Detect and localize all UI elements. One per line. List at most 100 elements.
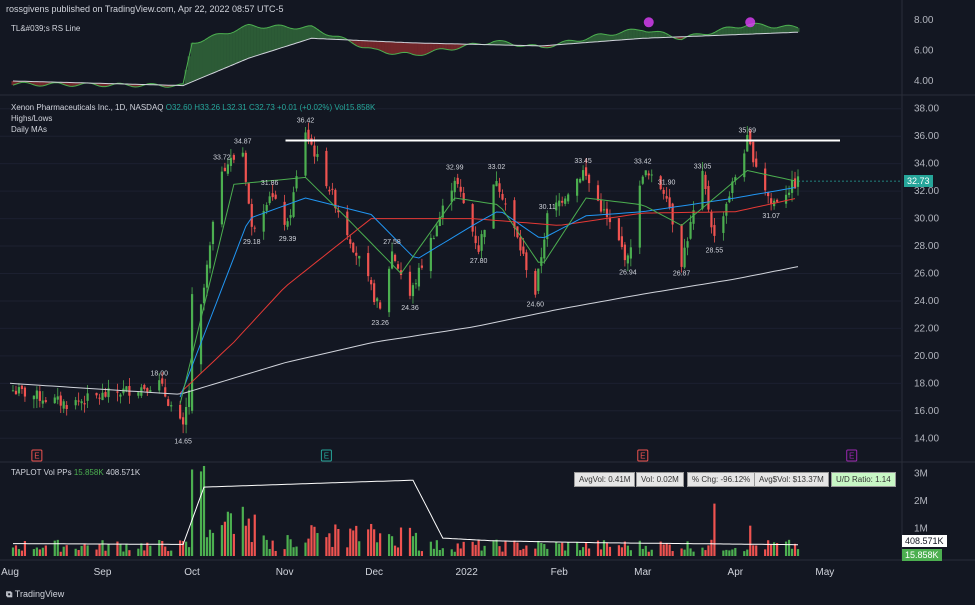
- candle-body: [581, 170, 585, 181]
- volume-bar: [704, 550, 707, 556]
- candle-body: [286, 221, 289, 227]
- volume-bar: [23, 541, 27, 556]
- volume-bar: [414, 532, 418, 556]
- volume-tick-label: 3M: [914, 468, 928, 479]
- x-axis-label: Nov: [276, 567, 294, 578]
- volume-tick-label: 2M: [914, 496, 928, 507]
- volume-bar: [752, 545, 755, 556]
- high-low-label: 31.90: [658, 179, 676, 186]
- candle-body: [662, 189, 665, 194]
- candle-body: [576, 178, 579, 196]
- candle-body: [119, 394, 122, 397]
- candle-body: [265, 204, 268, 211]
- stat-avgvol: AvgVol: 0.41M: [574, 472, 636, 487]
- candle-body: [555, 202, 558, 211]
- candle-body: [537, 268, 540, 291]
- candle-body: [35, 390, 38, 399]
- candle-body: [665, 196, 668, 199]
- candle-body: [456, 177, 459, 185]
- high-low-label: 29.18: [243, 239, 261, 246]
- candle-body: [390, 251, 394, 269]
- candle-body: [158, 380, 161, 391]
- volume-bar: [107, 544, 110, 556]
- volume-bar: [185, 541, 188, 556]
- volume-bar: [20, 550, 24, 556]
- volume-bar: [429, 541, 432, 556]
- volume-bar: [701, 547, 704, 556]
- current-price-tag: 32.73: [904, 175, 933, 187]
- candle-body: [629, 247, 632, 259]
- volume-bar: [561, 542, 564, 556]
- high-low-label: 34.87: [234, 139, 252, 146]
- volume-bar: [707, 545, 710, 556]
- volume-bar: [749, 525, 752, 556]
- candle-body: [438, 217, 441, 227]
- candle-body: [232, 155, 235, 160]
- volume-bar: [513, 540, 516, 556]
- volume-bar: [44, 545, 47, 556]
- tradingview-icon: ⧉: [6, 589, 13, 599]
- candle-body: [686, 241, 689, 248]
- candle-body: [713, 225, 716, 236]
- volume-bar: [95, 549, 98, 556]
- volume-bar: [313, 526, 316, 556]
- candle-body: [137, 392, 140, 396]
- volume-bar: [244, 525, 247, 556]
- candle-body: [95, 392, 98, 396]
- price-tick-label: 38.00: [914, 104, 939, 115]
- volume-bar: [98, 543, 101, 556]
- volume-bar: [226, 511, 229, 556]
- candle-body: [289, 215, 292, 218]
- volume-bar: [764, 549, 767, 556]
- earnings-marker-label: E: [34, 452, 39, 461]
- volume-bar: [519, 550, 522, 556]
- candle-body: [626, 255, 629, 264]
- volume-bar: [599, 549, 603, 556]
- candle-body: [11, 390, 15, 392]
- avg-volume-line: [13, 479, 798, 546]
- candle-body: [182, 417, 185, 425]
- earnings-marker: [846, 449, 858, 462]
- candle-body: [211, 221, 215, 245]
- candle-body: [584, 167, 588, 176]
- candle-body: [668, 197, 671, 208]
- volume-bar: [459, 548, 462, 556]
- high-low-label: 33.45: [574, 158, 592, 165]
- volume-bar: [626, 545, 629, 556]
- candle-body: [247, 183, 250, 204]
- candle-body: [546, 213, 549, 240]
- candle-body: [38, 391, 41, 401]
- candle-body: [331, 188, 334, 190]
- volume-bar: [787, 539, 791, 556]
- ohlc-close: C32.73: [248, 103, 275, 112]
- volume-bar: [32, 549, 35, 556]
- volume-bar: [220, 525, 224, 556]
- volume-bar: [182, 541, 185, 556]
- candle-body: [199, 304, 203, 365]
- candle-body: [59, 395, 62, 406]
- avg-volume-tag: 408.571K: [902, 535, 947, 547]
- candle-body: [432, 238, 435, 240]
- candle-body: [504, 203, 507, 205]
- candle-body: [349, 239, 352, 244]
- candle-body: [292, 192, 295, 217]
- candle-body: [223, 167, 227, 172]
- high-low-label: 31.86: [261, 180, 279, 187]
- candle-body: [229, 157, 232, 166]
- candle-body: [226, 164, 229, 174]
- volume-bar: [247, 518, 250, 556]
- volume-bar: [692, 551, 695, 556]
- candle-body: [325, 150, 328, 187]
- candle-body: [185, 407, 188, 425]
- candle-body: [125, 386, 128, 392]
- candle-body: [190, 294, 194, 411]
- candle-body: [746, 134, 749, 152]
- rs-tick-label: 8.00: [914, 15, 934, 26]
- high-low-label: 26.94: [619, 270, 637, 277]
- candle-body: [525, 252, 528, 271]
- candle-body: [373, 283, 376, 303]
- volume-bar: [525, 545, 528, 556]
- volume-bar: [346, 547, 349, 556]
- candle-body: [435, 225, 438, 237]
- candle-body: [53, 397, 56, 404]
